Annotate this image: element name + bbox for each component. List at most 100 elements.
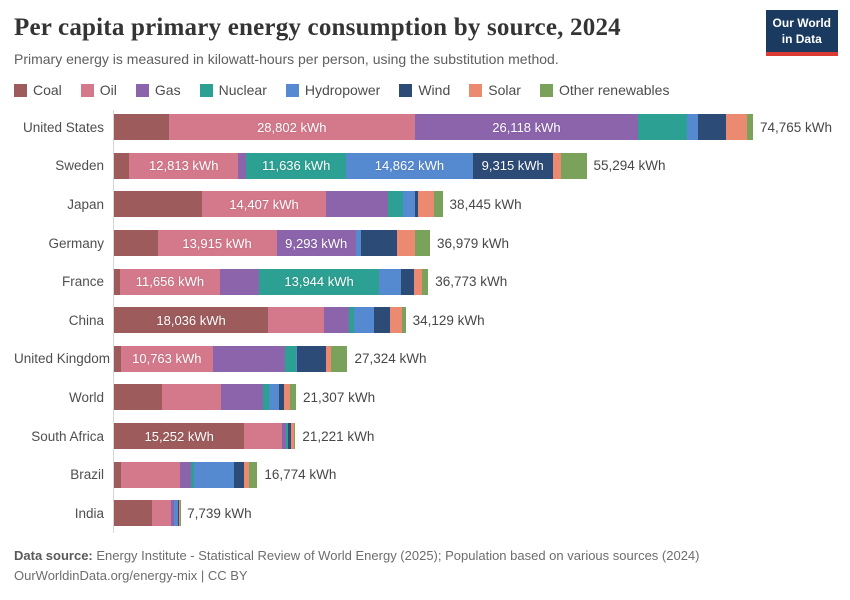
legend-item-nuclear[interactable]: Nuclear (199, 82, 267, 98)
nuclear-segment[interactable] (348, 307, 354, 334)
wind-segment[interactable] (296, 345, 327, 372)
hydropower-segment[interactable] (174, 500, 178, 527)
solar-segment[interactable] (283, 384, 290, 411)
solar-segment[interactable] (725, 114, 747, 141)
wind-segment[interactable] (401, 268, 415, 295)
nuclear-segment[interactable] (387, 191, 403, 218)
wind-segment[interactable] (361, 230, 397, 257)
country-label[interactable]: Brazil (70, 467, 104, 483)
country-label[interactable]: United States (22, 119, 104, 135)
nuclear-segment[interactable] (173, 500, 175, 527)
solar-segment[interactable] (291, 423, 295, 450)
gas-segment[interactable] (212, 345, 286, 372)
legend-item-wind[interactable]: Wind (399, 82, 450, 98)
legend-item-gas[interactable]: Gas (135, 82, 181, 98)
wind-segment[interactable] (234, 461, 244, 488)
hydropower-segment[interactable] (378, 268, 402, 295)
hydropower-segment[interactable] (355, 230, 362, 257)
solar-segment[interactable] (326, 345, 332, 372)
country-label[interactable]: China (68, 312, 104, 328)
nuclear-segment[interactable] (190, 461, 194, 488)
country-label[interactable]: India (74, 505, 104, 521)
country-label[interactable]: Sweden (55, 158, 104, 174)
owid-logo[interactable]: Our World in Data (765, 10, 838, 57)
hydropower-segment[interactable] (193, 461, 235, 488)
oil-segment[interactable]: 12,813 kWh (128, 152, 239, 179)
oil-segment[interactable] (152, 500, 171, 527)
hydropower-segment[interactable] (268, 384, 279, 411)
legend-item-hydropower[interactable]: Hydropower (285, 82, 380, 98)
oil-segment[interactable]: 14,407 kWh (202, 191, 326, 218)
gas-segment[interactable] (282, 423, 286, 450)
gas-segment[interactable] (238, 152, 247, 179)
wind-segment[interactable] (177, 500, 179, 527)
other-segment[interactable] (434, 191, 443, 218)
hydropower-segment[interactable] (353, 307, 375, 334)
oil-segment[interactable]: 13,915 kWh (157, 230, 277, 257)
coal-segment[interactable] (114, 384, 163, 411)
solar-segment[interactable] (396, 230, 416, 257)
wind-segment[interactable] (287, 423, 292, 450)
hydropower-segment[interactable] (687, 114, 699, 141)
hydropower-segment[interactable]: 14,862 kWh (345, 152, 473, 179)
other-segment[interactable] (415, 230, 431, 257)
legend-item-coal[interactable]: Coal (14, 82, 62, 98)
gas-segment[interactable]: 26,118 kWh (414, 114, 639, 141)
legend-item-other[interactable]: Other renewables (539, 82, 669, 98)
nuclear-segment[interactable] (285, 423, 288, 450)
coal-segment[interactable]: 15,252 kWh (114, 423, 245, 450)
other-segment[interactable] (290, 384, 297, 411)
oil-segment[interactable] (120, 461, 180, 488)
solar-segment[interactable] (552, 152, 561, 179)
coal-segment[interactable] (114, 191, 203, 218)
hydropower-segment[interactable] (402, 191, 416, 218)
wind-segment[interactable] (698, 114, 726, 141)
legend-item-oil[interactable]: Oil (80, 82, 117, 98)
country-label[interactable]: Germany (48, 235, 104, 251)
country-label[interactable]: South Africa (31, 428, 104, 444)
country-label[interactable]: United Kingdom (14, 351, 111, 367)
solar-segment[interactable] (389, 307, 402, 334)
wind-segment[interactable] (374, 307, 390, 334)
coal-segment[interactable] (114, 500, 153, 527)
other-segment[interactable] (294, 423, 296, 450)
other-segment[interactable] (401, 307, 406, 334)
wind-segment[interactable]: 9,315 kWh (472, 152, 553, 179)
other-segment[interactable] (331, 345, 348, 372)
coal-segment[interactable] (114, 152, 129, 179)
oil-segment[interactable] (162, 384, 221, 411)
solar-segment[interactable] (417, 191, 435, 218)
legend-item-solar[interactable]: Solar (469, 82, 521, 98)
gas-segment[interactable]: 9,293 kWh (276, 230, 356, 257)
gas-segment[interactable] (219, 268, 260, 295)
footer-link-line[interactable]: OurWorldinData.org/energy-mix | CC BY (14, 568, 248, 584)
coal-segment[interactable] (114, 268, 121, 295)
nuclear-segment[interactable]: 11,636 kWh (246, 152, 346, 179)
gas-segment[interactable] (323, 307, 349, 334)
nuclear-segment[interactable] (285, 345, 296, 372)
country-label[interactable]: World (68, 389, 104, 405)
oil-segment[interactable]: 11,656 kWh (120, 268, 220, 295)
coal-segment[interactable] (114, 461, 121, 488)
other-segment[interactable] (560, 152, 587, 179)
oil-segment[interactable]: 28,802 kWh (168, 114, 415, 141)
coal-segment[interactable] (114, 345, 121, 372)
gas-segment[interactable] (170, 500, 174, 527)
nuclear-segment[interactable]: 13,944 kWh (259, 268, 379, 295)
solar-segment[interactable] (414, 268, 423, 295)
nuclear-segment[interactable] (638, 114, 688, 141)
coal-segment[interactable]: 18,036 kWh (114, 307, 269, 334)
country-label[interactable]: Japan (67, 196, 104, 212)
gas-segment[interactable] (325, 191, 388, 218)
oil-segment[interactable]: 10,763 kWh (120, 345, 213, 372)
solar-segment[interactable] (178, 500, 180, 527)
wind-segment[interactable] (415, 191, 418, 218)
other-segment[interactable] (249, 461, 258, 488)
oil-segment[interactable] (244, 423, 283, 450)
coal-segment[interactable] (114, 114, 169, 141)
gas-segment[interactable] (220, 384, 263, 411)
oil-segment[interactable] (268, 307, 324, 334)
hydropower-segment[interactable] (295, 345, 297, 372)
solar-segment[interactable] (243, 461, 249, 488)
coal-segment[interactable] (114, 230, 158, 257)
